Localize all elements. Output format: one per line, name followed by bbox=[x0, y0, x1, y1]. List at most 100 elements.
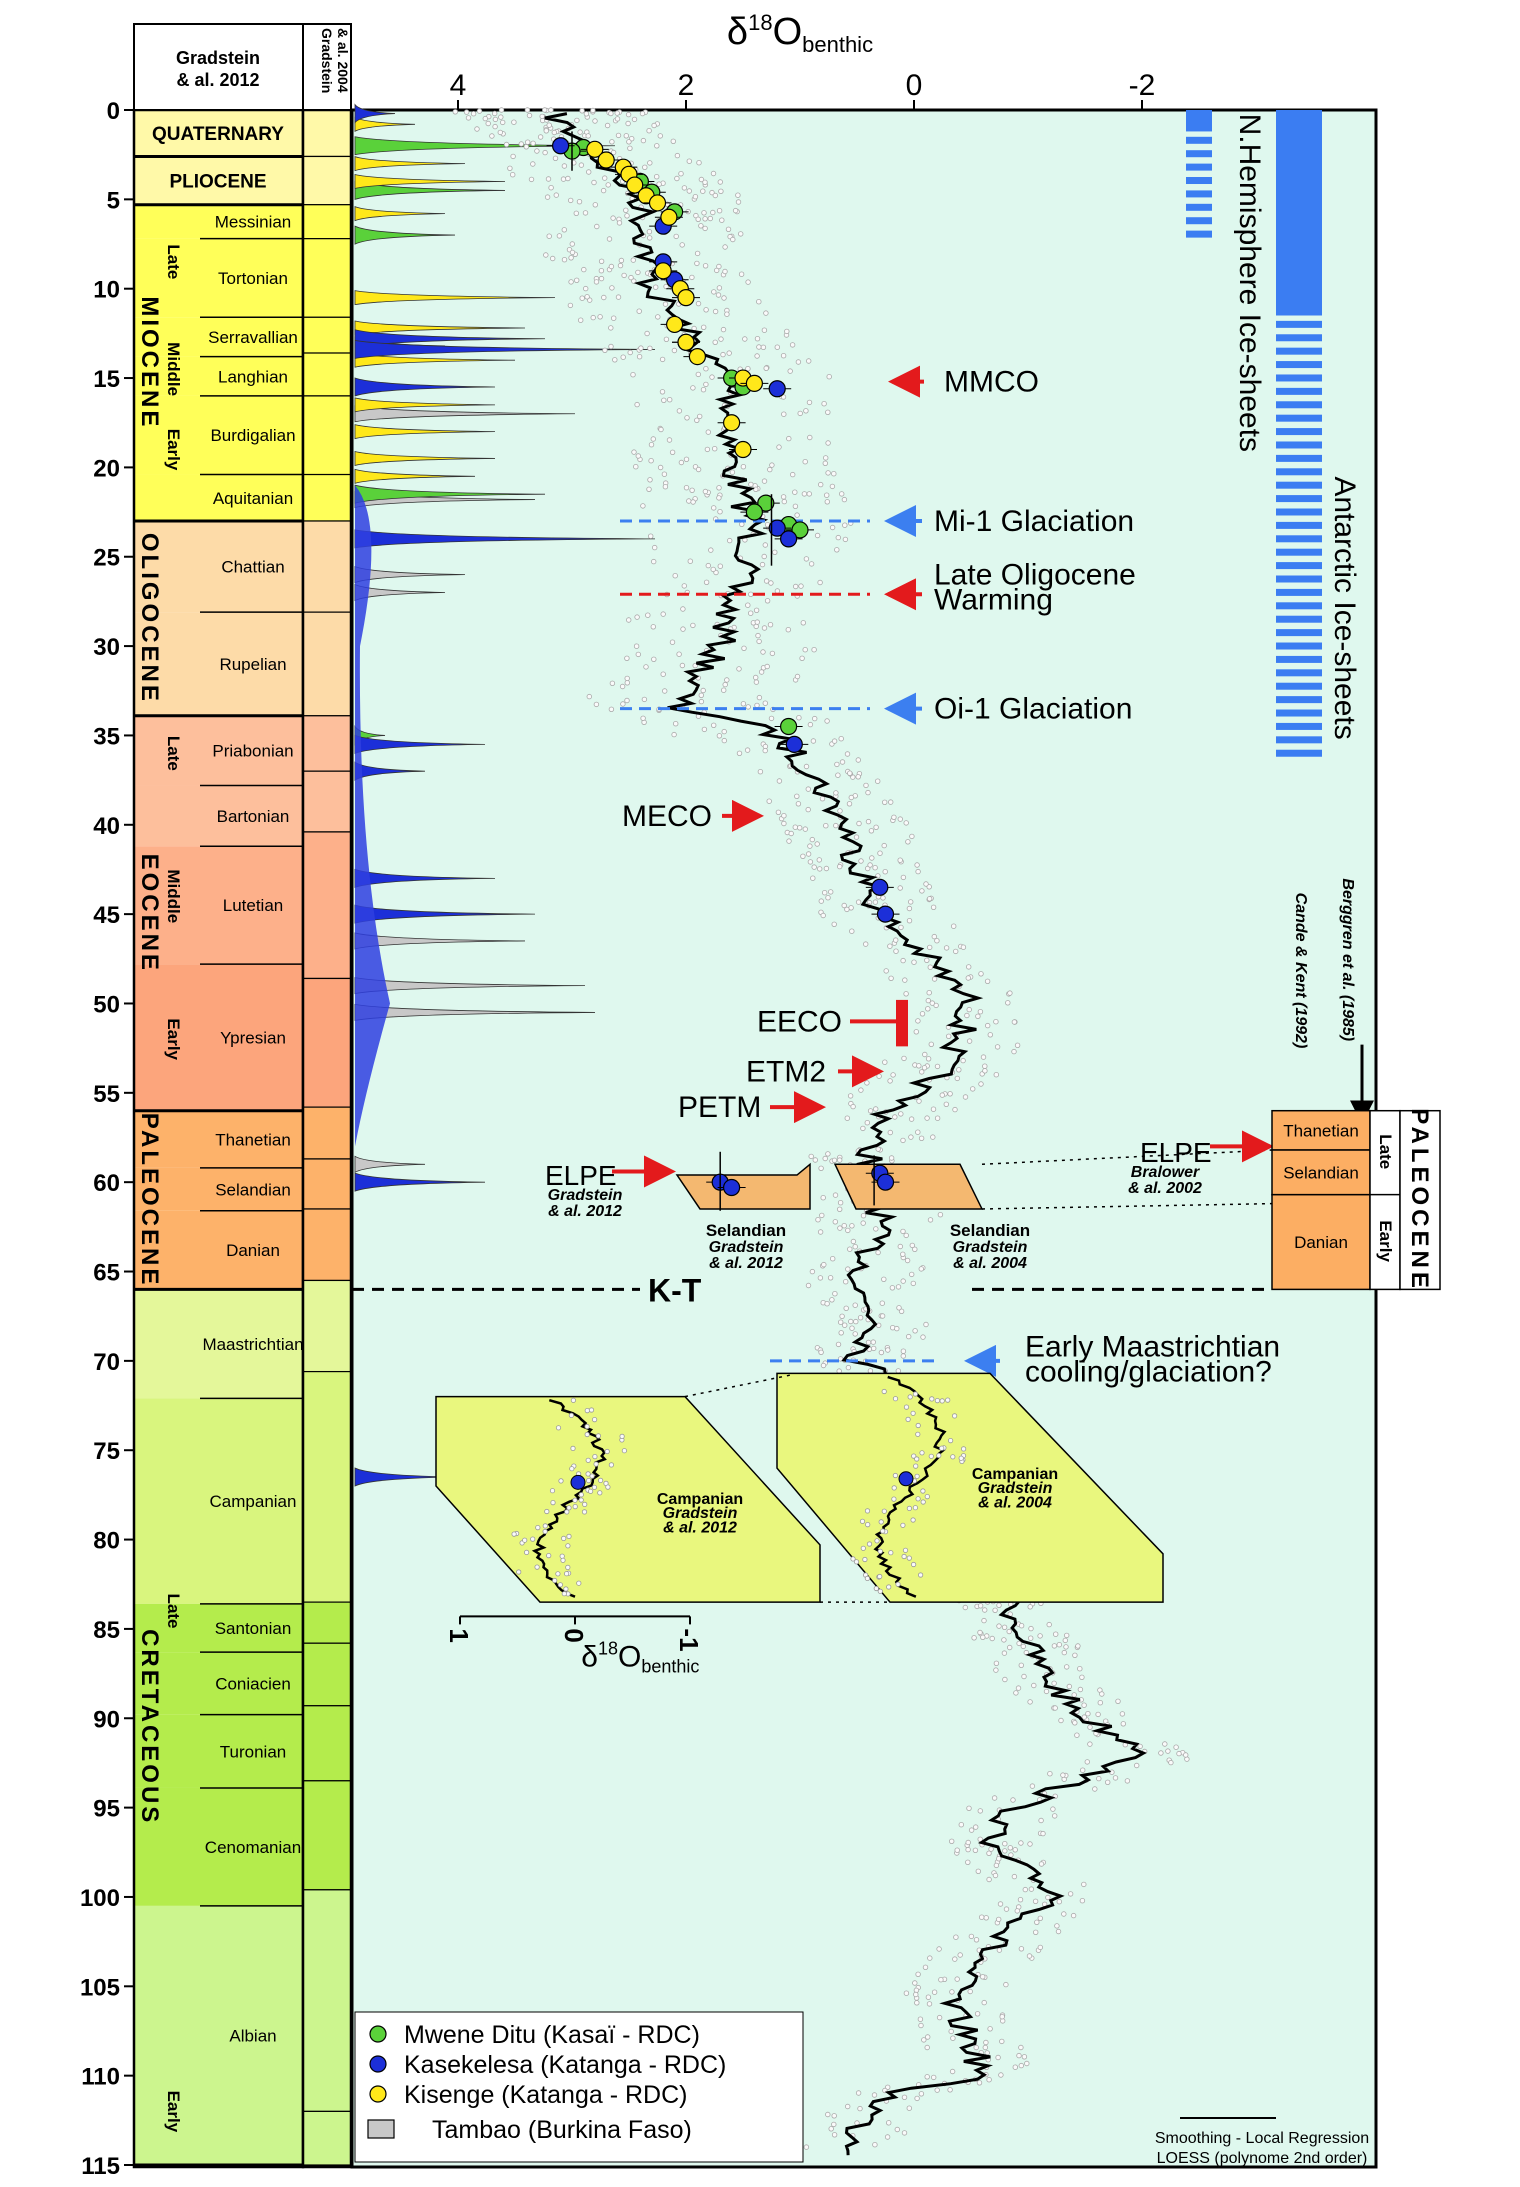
cloud-point bbox=[796, 715, 802, 721]
cloud-point bbox=[600, 187, 607, 194]
annotation-label: ETM2 bbox=[746, 1055, 826, 1088]
cloud-point bbox=[986, 1850, 992, 1856]
cloud-point bbox=[1001, 1637, 1007, 1643]
cloud-point bbox=[757, 769, 764, 775]
cloud-point bbox=[702, 488, 709, 495]
inset-cloud-point bbox=[915, 1431, 921, 1437]
cloud-point bbox=[883, 968, 889, 974]
cloud-point bbox=[912, 1980, 918, 1986]
right-stage-label: Danian bbox=[1294, 1233, 1348, 1252]
stage-label: Priabonian bbox=[212, 742, 293, 761]
stage-2004-band bbox=[302, 1780, 352, 1891]
cloud-point bbox=[893, 937, 899, 943]
cloud-point bbox=[633, 643, 640, 649]
ice-sheet-stripe bbox=[1276, 669, 1322, 677]
inset-cloud-point bbox=[516, 1569, 522, 1575]
cloud-point bbox=[966, 1805, 972, 1811]
cloud-point bbox=[818, 898, 824, 904]
stage-2004-band bbox=[302, 715, 352, 772]
cloud-point bbox=[581, 266, 587, 273]
cloud-point bbox=[647, 160, 653, 166]
right-stage-box bbox=[1271, 1109, 1371, 1151]
cloud-point bbox=[694, 250, 701, 257]
ice-sheet-stripe bbox=[1276, 588, 1322, 596]
cloud-point bbox=[1085, 1710, 1091, 1717]
inset-cloud-point bbox=[936, 1452, 942, 1459]
cloud-point bbox=[844, 751, 851, 757]
cloud-point bbox=[666, 437, 673, 443]
cloud-point bbox=[806, 399, 813, 406]
cloud-point bbox=[853, 1318, 859, 1325]
cloud-point bbox=[1058, 1717, 1064, 1724]
cloud-point bbox=[821, 1261, 827, 1268]
cloud-point bbox=[745, 279, 751, 285]
cloud-point bbox=[659, 389, 666, 395]
cloud-point bbox=[842, 536, 849, 543]
cloud-point bbox=[948, 2028, 954, 2035]
stage-label: Selandian bbox=[215, 1180, 291, 1199]
cloud-point bbox=[1011, 1019, 1018, 1025]
cloud-point bbox=[915, 868, 921, 875]
cloud-point bbox=[492, 116, 499, 123]
elpe-ref: & al. 2002 bbox=[1128, 1180, 1202, 1197]
cloud-point bbox=[810, 738, 817, 744]
inset-cloud-point bbox=[886, 1584, 892, 1590]
cloud-point bbox=[1079, 1674, 1085, 1680]
cloud-point bbox=[999, 2038, 1005, 2045]
header-2012-line1: Gradstein bbox=[176, 48, 260, 68]
cloud-point bbox=[934, 2087, 940, 2093]
cloud-point bbox=[695, 466, 702, 473]
cloud-point bbox=[695, 371, 701, 378]
stage-2004-band bbox=[302, 473, 352, 522]
inset-cloud-point bbox=[865, 1522, 871, 1528]
cloud-point bbox=[850, 1238, 857, 1245]
cloud-point bbox=[620, 354, 626, 360]
cloud-point bbox=[1043, 1688, 1050, 1695]
cloud-point bbox=[982, 1068, 988, 1074]
cloud-point bbox=[965, 975, 971, 981]
cloud-point bbox=[792, 824, 798, 830]
cloud-point bbox=[636, 354, 643, 360]
cloud-point bbox=[918, 2091, 925, 2097]
cloud-point bbox=[831, 921, 837, 927]
cloud-point bbox=[817, 1275, 824, 1281]
cloud-point bbox=[894, 1325, 900, 1332]
cloud-point bbox=[811, 647, 817, 653]
cloud-point bbox=[1133, 1762, 1140, 1769]
ice-sheet-stripe bbox=[1276, 414, 1322, 422]
period-label: OLIGOCENE bbox=[136, 533, 163, 704]
ice-sheet-stripe bbox=[1276, 374, 1322, 382]
sample-point bbox=[779, 530, 798, 548]
cloud-point bbox=[686, 158, 692, 164]
cloud-point bbox=[876, 1073, 882, 1079]
cloud-point bbox=[739, 521, 745, 527]
connector-dotted bbox=[981, 1149, 1273, 1166]
cloud-point bbox=[1052, 1705, 1058, 1711]
cloud-point bbox=[561, 163, 568, 169]
cloud-point bbox=[909, 833, 915, 840]
cloud-point bbox=[848, 794, 854, 801]
cloud-point bbox=[710, 209, 716, 216]
cloud-point bbox=[523, 144, 529, 150]
cloud-point bbox=[626, 139, 632, 145]
cloud-point bbox=[805, 1282, 812, 1289]
cloud-point bbox=[850, 1103, 856, 1110]
cloud-point bbox=[890, 1072, 896, 1078]
ice-sheet-stripe bbox=[1276, 615, 1322, 623]
cloud-point bbox=[909, 1271, 915, 1278]
cloud-point bbox=[933, 1002, 939, 1009]
cloud-point bbox=[982, 1607, 988, 1613]
cloud-point bbox=[690, 622, 696, 629]
cloud-point bbox=[724, 677, 730, 683]
cloud-point bbox=[598, 268, 605, 274]
cloud-point bbox=[958, 1821, 964, 1828]
x-axis: 4 2 0 -2 bbox=[450, 69, 1155, 110]
cloud-point bbox=[900, 874, 907, 881]
cloud-point bbox=[842, 522, 848, 528]
cloud-point bbox=[760, 649, 766, 655]
cloud-point bbox=[576, 198, 583, 205]
cloud-point bbox=[711, 289, 717, 295]
timescale-2012: Messinian Tortonian Serravallian Langhian Bu… bbox=[132, 108, 351, 2169]
cloud-point bbox=[826, 374, 832, 380]
cloud-point bbox=[878, 1349, 885, 1356]
